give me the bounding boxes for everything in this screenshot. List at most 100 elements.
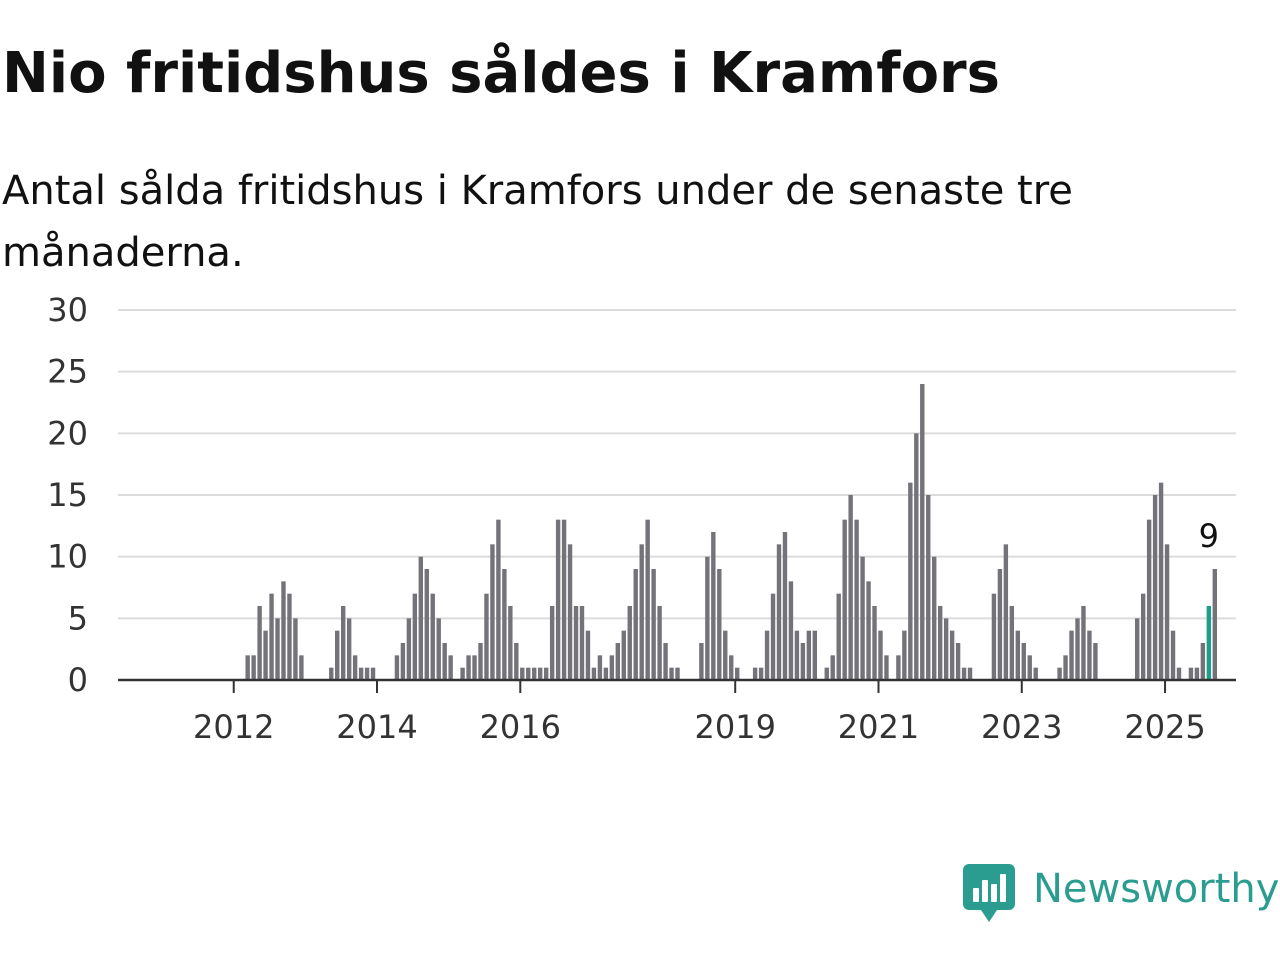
bar [932,556,937,680]
bar [717,569,722,680]
bar [508,606,513,680]
bar [860,556,865,680]
bar [251,655,256,680]
newsworthy-logo: Newsworthy [963,864,1279,928]
bar [705,556,710,680]
bar [1135,618,1140,680]
bar [263,630,268,680]
bar [1212,569,1218,680]
bar [609,655,615,680]
bar [585,630,591,680]
bar [436,618,441,680]
bar [723,630,728,680]
bar [878,630,883,680]
brand-name: Newsworthy [1033,866,1280,912]
bar [1015,630,1020,680]
bar [621,630,626,680]
bar [1176,667,1182,680]
bar [1009,606,1015,680]
bar [967,667,973,680]
bar [346,618,352,680]
bar [1069,630,1074,680]
bar [812,630,818,680]
bar [573,606,579,680]
bar [281,581,286,680]
bar [961,667,967,680]
bar [526,667,531,680]
bar [484,593,489,680]
bar [908,482,913,680]
bar [299,655,304,680]
bar [949,630,955,680]
bar [764,630,770,680]
bar-highlight [1206,606,1212,680]
bar [872,606,877,680]
bars [245,384,1218,680]
x-tick-label-2014: 2014 [336,708,417,746]
bar [520,667,525,680]
bar [1146,519,1152,680]
bar [329,667,334,680]
bar [466,655,471,680]
bar [782,532,788,680]
bar [842,519,847,680]
bar [460,667,465,680]
bar [1140,593,1146,680]
y-tick-label-30: 30 [47,291,88,329]
bar [920,384,925,680]
bar [352,655,358,680]
bar [711,532,716,680]
bar [830,655,835,680]
bar [293,618,298,680]
bar [854,519,859,680]
bar [1200,643,1206,680]
x-tick-label-2016: 2016 [480,708,561,746]
bar [866,581,871,680]
bar [615,643,621,680]
x-tick-label-2025: 2025 [1124,708,1205,746]
x-tick-label-2023: 2023 [981,708,1062,746]
bar [794,630,800,680]
bar [675,667,680,680]
bar [884,655,889,680]
bar [543,667,549,680]
bar [579,606,585,680]
bar [1170,630,1176,680]
bar [1033,667,1038,680]
bar [364,667,370,680]
bar [991,593,997,680]
bar [603,667,609,680]
bar [1087,630,1092,680]
bar [848,495,853,680]
bar [663,643,668,680]
bar [430,593,435,680]
y-tick-label-15: 15 [47,476,88,514]
bar [549,606,555,680]
bar-chart-speech-bubble-icon [963,864,1015,922]
bar [424,569,429,680]
bar [1093,643,1098,680]
chart-title: Nio fritidshus såldes i Kramfors [2,41,1000,106]
bar [1075,618,1080,680]
bar [943,618,949,680]
bar [335,630,340,680]
bar [257,606,262,680]
bar [770,593,776,680]
bar [1152,495,1158,680]
bar [555,519,561,680]
bar [937,606,943,680]
bar [1021,643,1026,680]
bar [1188,667,1194,680]
bar [442,643,447,680]
bar [926,495,931,680]
bar [406,618,412,680]
x-tick-label-2019: 2019 [694,708,775,746]
bar [448,655,453,680]
bar [490,544,495,680]
bar [824,667,829,680]
x-tick-label-2021: 2021 [838,708,919,746]
bar [269,593,274,680]
bar [472,655,477,680]
bar [597,655,603,680]
bar [1194,667,1200,680]
